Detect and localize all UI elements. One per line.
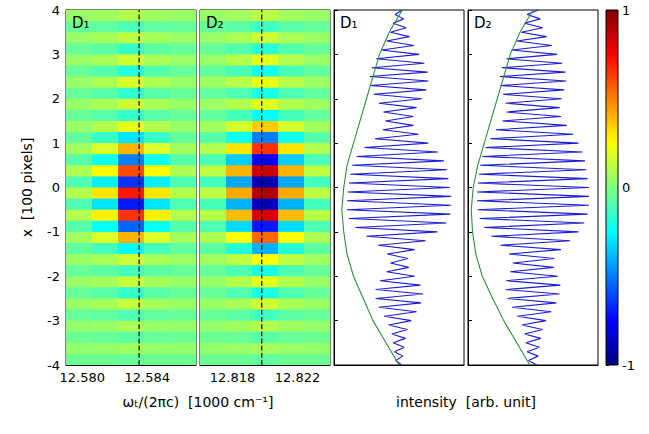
svg-text:ωₜ/(2πc) [1000 cm⁻¹]: ωₜ/(2πc) [1000 cm⁻¹] (123, 394, 274, 410)
svg-text:12.580: 12.580 (60, 370, 106, 385)
svg-text:0: 0 (622, 180, 630, 195)
svg-text:1: 1 (622, 3, 630, 18)
svg-text:12.584: 12.584 (125, 370, 171, 385)
svg-text:4: 4 (52, 3, 60, 18)
svg-text:-3: -3 (47, 313, 60, 328)
svg-text:0: 0 (52, 180, 60, 195)
svg-text:12.822: 12.822 (275, 370, 321, 385)
svg-text:D₂: D₂ (474, 14, 492, 32)
svg-text:2: 2 (52, 91, 60, 106)
svg-text:intensity [arb. unit]: intensity [arb. unit] (396, 394, 536, 410)
svg-text:-4: -4 (47, 358, 60, 373)
svg-text:3: 3 (52, 47, 60, 62)
svg-text:-1: -1 (47, 224, 60, 239)
svg-text:12.818: 12.818 (210, 370, 256, 385)
svg-text:x [100 pixels]: x [100 pixels] (19, 138, 35, 238)
svg-text:D₁: D₁ (72, 14, 90, 32)
svg-text:D₁: D₁ (340, 14, 358, 32)
svg-text:-1: -1 (622, 358, 635, 373)
svg-text:D₂: D₂ (206, 14, 224, 32)
svg-text:-2: -2 (47, 269, 60, 284)
svg-text:1: 1 (52, 136, 60, 151)
